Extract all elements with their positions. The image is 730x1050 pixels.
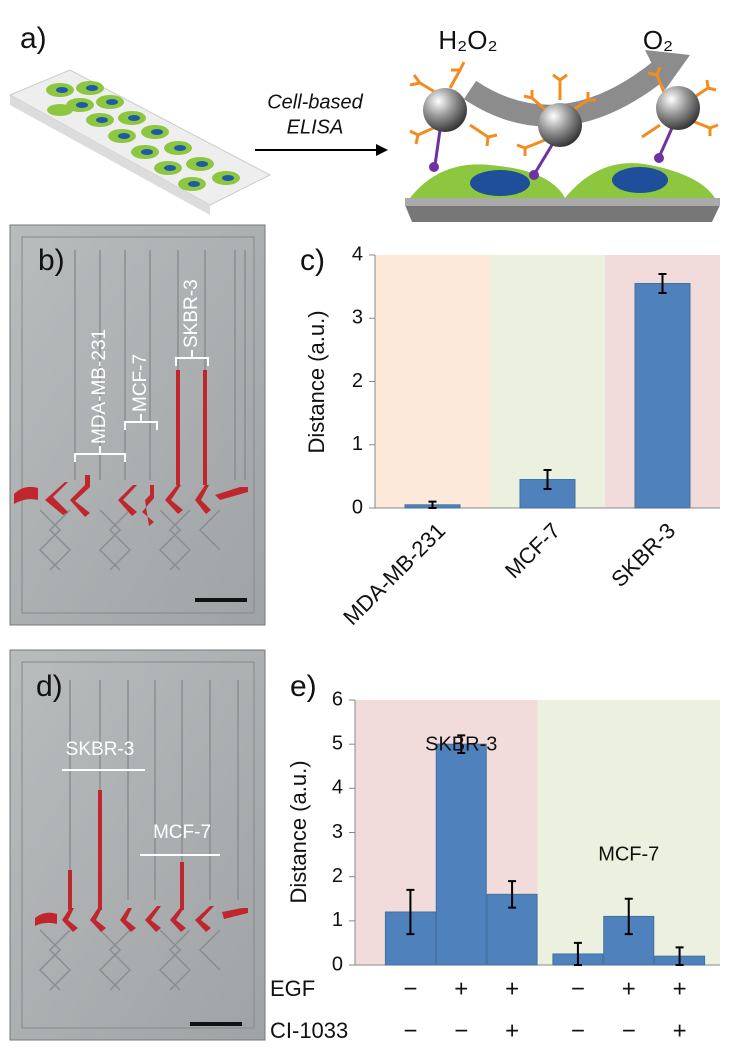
y-tick-label: 2 (332, 865, 343, 887)
panel-label: b) (38, 244, 65, 277)
y-tick-label: 3 (332, 821, 343, 843)
x-tick-label: MCF-7 (500, 518, 565, 583)
treatment-sign: + (505, 975, 519, 1002)
category-band (375, 255, 490, 508)
reactant: H₂O₂ (438, 25, 497, 55)
arrow-text: Cell-based (267, 91, 363, 113)
error-bar (543, 469, 552, 491)
scale-bar (190, 1022, 242, 1026)
channel-label: MDA-MB-231 (89, 329, 110, 444)
channel-label: MCF-7 (130, 354, 151, 412)
treatment-name: EGF (270, 976, 315, 1001)
arrow-text: ELISA (287, 116, 344, 138)
error-bar (508, 880, 517, 909)
treatment-sign: − (454, 1017, 468, 1044)
device-photo-b: b) MDA-MB-231 MCF-7 SKBR-3 (9, 224, 266, 626)
channel-label: SKBR-3 (66, 739, 135, 760)
y-tick-label: 1 (352, 433, 363, 455)
panel-label: a) (20, 22, 47, 55)
category-band (490, 255, 605, 508)
error-bar (624, 897, 633, 936)
device-photo-d: d) SKBR-3 MCF-7 (9, 649, 266, 1041)
x-tick-label: SKBR-3 (606, 518, 680, 592)
y-tick-label: 6 (332, 688, 343, 710)
error-bar (428, 500, 437, 509)
bar (634, 282, 691, 509)
treatment-sign: − (571, 1017, 585, 1044)
culture-plate (8, 69, 272, 215)
y-tick-label: 4 (352, 243, 363, 265)
x-tick-label: MDA-MB-231 (338, 518, 450, 630)
y-tick-label: 2 (352, 370, 363, 392)
error-bar (406, 888, 415, 936)
product: O₂ (643, 25, 673, 55)
group-label: MCF-7 (598, 843, 659, 865)
channel-label: SKBR-3 (181, 279, 202, 348)
y-axis-label: Distance (a.u.) (304, 310, 329, 453)
treatment-name: CI-1033 (270, 1018, 348, 1043)
error-bar (658, 272, 667, 294)
elisa-schematic (405, 50, 720, 222)
treatment-sign: + (673, 975, 687, 1002)
panel-a: a) Cell-based ELISA (8, 22, 720, 222)
y-axis-label: Distance (a.u.) (286, 760, 311, 903)
error-bar (675, 946, 684, 966)
panel-label: d) (36, 670, 63, 703)
error-bar (457, 734, 466, 754)
scale-bar (195, 598, 247, 602)
treatment-sign: − (403, 1017, 417, 1044)
treatment-sign: − (571, 975, 585, 1002)
treatment-sign: − (403, 975, 417, 1002)
y-tick-label: 4 (332, 777, 343, 799)
y-tick-label: 1 (332, 909, 343, 931)
y-tick-label: 3 (352, 307, 363, 329)
y-tick-label: 0 (352, 496, 363, 518)
panel-label: e) (290, 670, 317, 703)
y-tick-label: 5 (332, 732, 343, 754)
channel-label: MCF-7 (153, 822, 211, 843)
arrowhead (376, 144, 388, 156)
treatment-sign: + (673, 1017, 687, 1044)
treatment-sign: + (622, 975, 636, 1002)
panel-label: c) (300, 244, 325, 277)
bar (435, 743, 487, 966)
treatment-sign: − (622, 1017, 636, 1044)
error-bar (573, 941, 582, 966)
treatment-sign: + (505, 1017, 519, 1044)
group-label: SKBR-3 (425, 733, 497, 755)
treatment-sign: + (454, 975, 468, 1002)
y-tick-label: 0 (332, 953, 343, 975)
